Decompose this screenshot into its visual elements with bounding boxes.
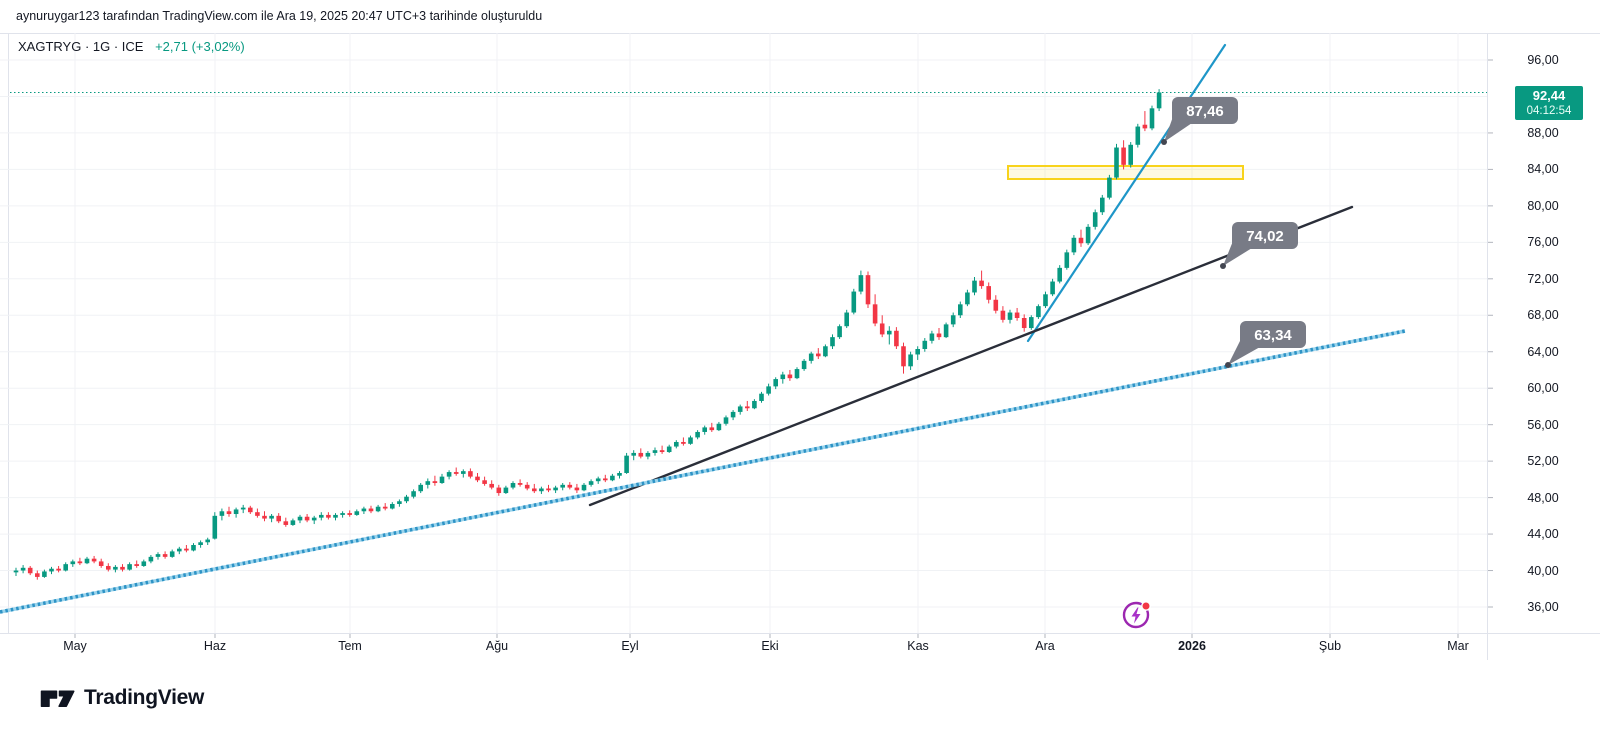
candlestick-series (13, 89, 1162, 580)
axis-tick-marks (74, 59, 1493, 638)
price-tick-label: 80,00 (1527, 198, 1559, 213)
price-change: +2,71 (+3,02%) (155, 39, 245, 54)
tradingview-logo-mark (40, 690, 75, 707)
time-tick-label: 2026 (1178, 639, 1206, 653)
trendline-87_46[interactable] (1026, 43, 1227, 343)
price-tick-label: 48,00 (1527, 490, 1559, 505)
time-axis-border (0, 633, 1600, 634)
trendline-74_02[interactable] (588, 205, 1354, 507)
time-tick-label: Kas (907, 639, 929, 653)
time-tick-label: May (63, 639, 87, 653)
bar-countdown: 04:12:54 (1526, 105, 1572, 117)
chart-legend: XAGTRYG · 1G · ICE +2,71 (+3,02%) (18, 39, 245, 54)
line-anchor-dot (1225, 362, 1231, 368)
time-tick-label: Eyl (621, 639, 639, 653)
symbol-title[interactable]: XAGTRYG · 1G · ICE (18, 39, 144, 54)
price-callout-87_46[interactable]: 87,46 (1161, 97, 1238, 145)
callout-price-text: 63,34 (1254, 327, 1292, 344)
price-tick-label: 52,00 (1527, 454, 1559, 469)
price-tick-label: 96,00 (1527, 53, 1559, 67)
last-price-value: 92,44 (1532, 88, 1566, 103)
trendline-63_34[interactable] (0, 329, 1406, 614)
widget-top-border (0, 33, 1600, 34)
price-callout-63_34[interactable]: 63,34 (1225, 321, 1306, 368)
time-tick-label: Ara (1035, 639, 1055, 653)
tradingview-logo[interactable]: TradingView (40, 684, 204, 712)
tradingview-wordmark: TradingView (84, 686, 205, 709)
time-tick-label: Ağu (485, 639, 509, 653)
callout-price-text: 87,46 (1186, 103, 1224, 120)
rectangle-zone[interactable] (1007, 165, 1244, 180)
gridlines (0, 33, 1487, 633)
price-tick-label: 72,00 (1527, 271, 1559, 286)
price-tick-label: 68,00 (1527, 308, 1559, 323)
callout-price-text: 74,02 (1246, 228, 1284, 245)
widget-left-border (8, 33, 9, 633)
time-tick-label: Haz (203, 639, 227, 653)
notification-dot (1141, 601, 1151, 611)
price-tick-label: 64,00 (1527, 344, 1559, 359)
price-tick-label: 36,00 (1527, 600, 1559, 614)
time-tick-label: Eki (761, 639, 779, 653)
price-tick-label: 88,00 (1527, 125, 1559, 140)
price-tick-label: 60,00 (1527, 381, 1559, 396)
line-anchor-dot (1220, 263, 1226, 269)
last-price-badge: 92,44 04:12:54 (1515, 86, 1583, 120)
flash-event-icon[interactable] (1121, 598, 1153, 630)
flash-circle (1122, 601, 1150, 629)
price-tick-label: 84,00 (1527, 162, 1559, 177)
line-anchor-dot (1161, 139, 1167, 145)
attribution-text: aynuruygar123 tarafından TradingView.com… (16, 9, 543, 23)
time-tick-label: Mar (1447, 639, 1469, 653)
price-callout-74_02[interactable]: 74,02 (1220, 222, 1298, 269)
price-tick-label: 56,00 (1527, 417, 1559, 432)
price-tick-label: 76,00 (1527, 235, 1559, 250)
time-tick-label: Şub (1318, 639, 1342, 653)
price-tick-label: 44,00 (1527, 527, 1559, 542)
time-tick-label: Tem (338, 639, 362, 653)
lightning-icon (1131, 607, 1141, 624)
price-axis-border (1487, 33, 1488, 660)
price-tick-label: 40,00 (1527, 563, 1559, 578)
